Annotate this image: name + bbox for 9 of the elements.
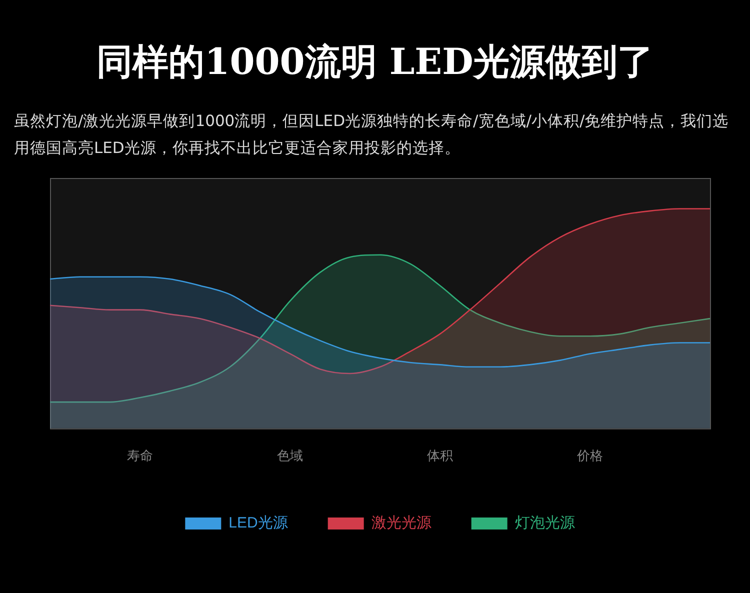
legend-label: LED光源	[228, 514, 288, 532]
chart-title: 同样的1000流明 LED光源做到了	[96, 40, 654, 85]
x-tick-label: 价格	[576, 448, 603, 463]
chart-subtitle: 虽然灯泡/激光光源早做到1000流明，但因LED光源独特的长寿命/宽色域/小体积/免维护特点，我们选用德国高亮LED光源，你再找不出比它更适合家用投影的选择。	[14, 111, 730, 159]
x-tick-label: 寿命	[127, 448, 153, 463]
legend-label: 灯泡光源	[514, 514, 575, 532]
x-tick-label: 体积	[427, 448, 453, 463]
legend-label: 激光光源	[371, 514, 432, 532]
x-tick-label: 色域	[277, 448, 303, 463]
